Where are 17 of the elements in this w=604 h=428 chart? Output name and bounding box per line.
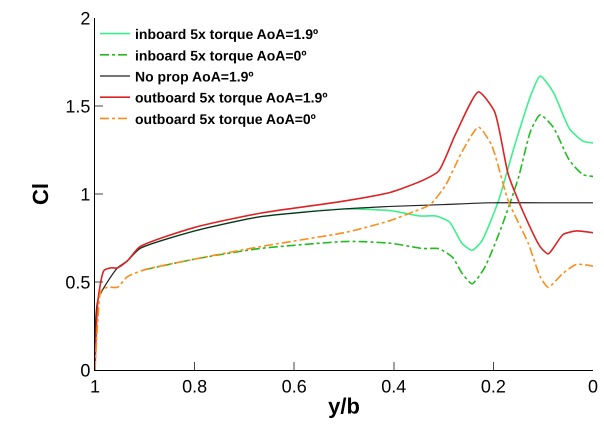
legend-label: outboard 5x torque AoA=0º bbox=[135, 110, 316, 127]
x-tick-label: 0.4 bbox=[381, 376, 406, 397]
y-tick-label: 0 bbox=[80, 360, 90, 380]
y-tick-label: 0.5 bbox=[65, 272, 90, 292]
legend-label: No prop AoA=1.9º bbox=[135, 68, 254, 84]
x-tick-label: 0.6 bbox=[282, 376, 307, 397]
x-tick-label: 0.8 bbox=[182, 376, 208, 397]
x-tick-label: 0.2 bbox=[480, 376, 506, 397]
legend-label: inboard 5x torque AoA=1.9º bbox=[135, 26, 318, 42]
y-tick-label: 1 bbox=[80, 184, 90, 204]
legend-label: inboard 5x torque AoA=0º bbox=[135, 47, 306, 64]
x-axis-title: y/b bbox=[328, 394, 360, 418]
legend-label: outboard 5x torque AoA=1.9º bbox=[135, 90, 328, 106]
y-tick-label: 1.5 bbox=[65, 96, 90, 116]
y-axis-title: Cl bbox=[28, 183, 54, 205]
x-tick-label: 0 bbox=[588, 376, 598, 397]
y-tick-label: 2 bbox=[80, 8, 90, 28]
